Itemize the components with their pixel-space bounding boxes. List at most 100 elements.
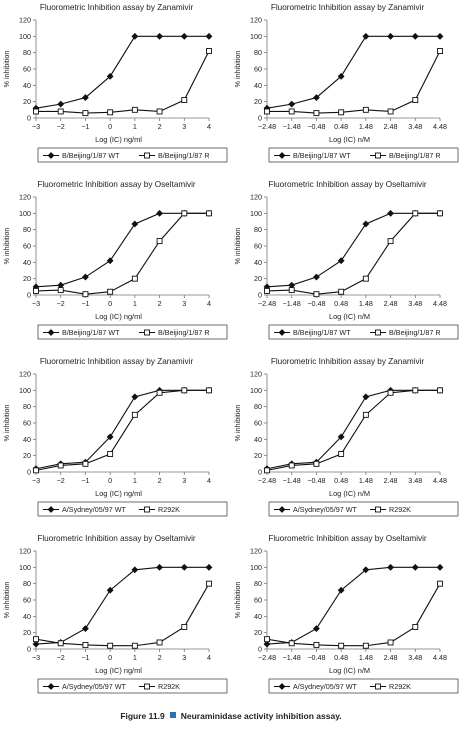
x-tick-label: 1.48	[359, 476, 373, 485]
legend-label: A/Sydney/05/97 WT	[293, 682, 358, 691]
series-line	[266, 212, 440, 288]
legend-box	[268, 324, 459, 340]
y-tick-label: 40	[23, 612, 31, 621]
data-point	[131, 411, 138, 418]
series-line	[35, 35, 209, 109]
x-tick-label: 0.48	[334, 476, 348, 485]
data-point	[412, 210, 419, 217]
legend-marker	[47, 683, 55, 690]
y-tick-label: 0	[258, 645, 262, 654]
figure-caption: Figure 11.9 Neuraminidase activity inhibi…	[0, 711, 462, 727]
x-axis-label: Log (IC) n/M	[329, 489, 370, 498]
data-point	[156, 108, 163, 115]
x-tick-label: 4.48	[433, 122, 447, 131]
data-point	[156, 209, 163, 217]
y-tick-label: 100	[250, 563, 262, 572]
data-point	[436, 563, 444, 571]
x-tick-label: 1	[133, 653, 137, 662]
data-point	[106, 72, 114, 80]
y-tick-label: 20	[254, 628, 262, 637]
y-tick-label: 120	[19, 547, 31, 556]
x-tick-label: −2	[57, 122, 65, 131]
x-tick-label: −0.48	[307, 122, 325, 131]
data-point	[82, 273, 89, 281]
data-point	[436, 32, 444, 40]
data-point	[156, 639, 163, 646]
chart-title: Fluorometric Inhibition assay by Zanamiv…	[271, 3, 425, 12]
x-axis-label: Log (IC) ng/ml	[95, 135, 142, 144]
data-point	[313, 460, 320, 467]
x-tick-label: −2.48	[258, 299, 276, 308]
y-tick-label: 80	[23, 579, 31, 588]
data-point	[338, 288, 345, 295]
data-point	[82, 291, 89, 298]
series-line	[266, 583, 441, 647]
data-point	[264, 108, 270, 115]
series-line	[266, 566, 440, 645]
figure-caption-text: Neuraminidase activity inhibition assay.	[180, 711, 342, 721]
y-tick-label: 0	[258, 291, 262, 300]
x-tick-label: −2	[57, 476, 65, 485]
data-point	[412, 623, 419, 630]
data-point	[387, 108, 394, 115]
x-tick-label: −3	[32, 299, 40, 308]
data-point	[107, 451, 114, 457]
legend-box	[37, 324, 228, 340]
data-point	[362, 275, 369, 282]
chart-svg: Fluorometric Inhibition assay by Zanamiv…	[2, 3, 228, 163]
data-point	[264, 467, 270, 474]
data-point	[156, 563, 163, 571]
chart-panel: Fluorometric Inhibition assay by Oseltam…	[0, 177, 231, 360]
series-line	[35, 212, 209, 295]
legend-marker	[144, 506, 150, 513]
data-point	[362, 393, 370, 401]
y-tick-label: 120	[250, 370, 262, 379]
data-point	[131, 393, 139, 401]
y-tick-label: 0	[27, 468, 31, 477]
data-point	[362, 642, 369, 649]
data-point	[437, 48, 443, 54]
y-tick-label: 40	[254, 435, 262, 444]
data-point	[338, 109, 345, 116]
data-point	[82, 641, 89, 648]
data-point	[387, 389, 394, 396]
data-point	[337, 257, 345, 265]
data-point	[33, 636, 39, 643]
legend-marker	[375, 329, 381, 336]
data-point	[264, 287, 270, 294]
data-point	[337, 72, 345, 80]
y-axis-label: % inhibition	[2, 51, 11, 88]
y-tick-label: 20	[23, 628, 31, 637]
y-tick-label: 20	[23, 97, 31, 106]
data-point	[288, 640, 295, 647]
chart-panel: Fluorometric Inhibition assay by Zanamiv…	[231, 354, 462, 537]
data-point	[362, 411, 369, 418]
y-tick-label: 60	[23, 242, 31, 251]
x-tick-label: 2.48	[384, 653, 398, 662]
x-tick-label: 1	[133, 299, 137, 308]
series-line	[266, 389, 440, 470]
chart-svg: Fluorometric Inhibition assay by Oseltam…	[2, 180, 228, 340]
legend-marker	[144, 152, 150, 159]
y-tick-label: 120	[250, 16, 262, 25]
y-tick-label: 120	[250, 547, 262, 556]
chart-svg: Fluorometric Inhibition assay by Zanamiv…	[233, 357, 459, 517]
data-point	[33, 108, 39, 115]
legend-label: R292K	[158, 505, 180, 514]
data-point	[106, 257, 114, 265]
chart-title: Fluorometric Inhibition assay by Oseltam…	[268, 534, 427, 543]
x-tick-label: 3	[182, 122, 186, 131]
x-tick-label: 1.48	[359, 299, 373, 308]
y-axis-label: % inhibition	[233, 405, 242, 442]
data-point	[263, 640, 271, 648]
legend-marker	[375, 506, 381, 513]
y-axis-label: % inhibition	[2, 228, 11, 265]
chart-panel: Fluorometric Inhibition assay by Oseltam…	[231, 531, 462, 714]
y-tick-label: 100	[19, 209, 31, 218]
data-point	[412, 387, 419, 394]
x-tick-label: 4	[207, 476, 211, 485]
x-tick-label: 1.48	[359, 122, 373, 131]
figure-grid: Fluorometric Inhibition assay by Zanamiv…	[0, 3, 462, 694]
y-axis-label: % inhibition	[2, 582, 11, 619]
legend-marker	[47, 329, 55, 336]
